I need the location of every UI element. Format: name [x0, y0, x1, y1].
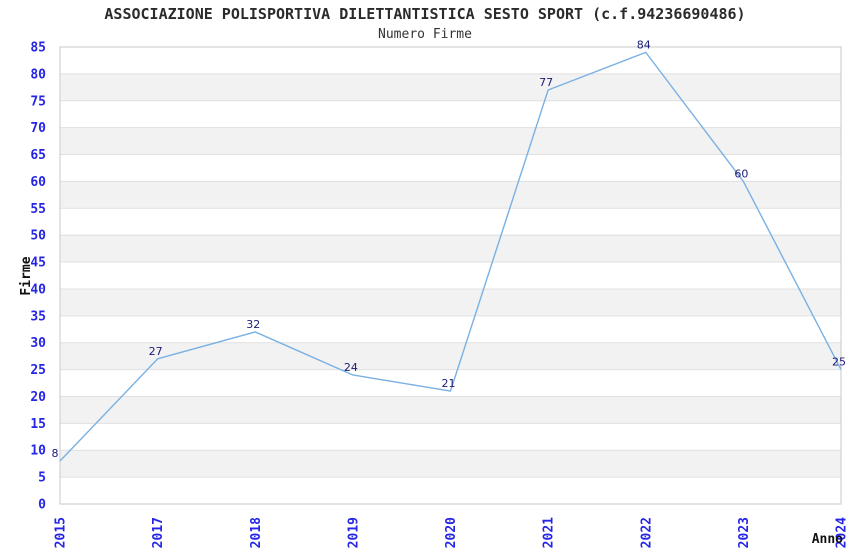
y-tick-label: 15 — [30, 417, 46, 432]
y-tick-label: 35 — [30, 309, 46, 324]
y-tick-label: 10 — [30, 444, 46, 459]
y-tick-label: 40 — [30, 282, 46, 297]
data-label: 77 — [539, 76, 553, 89]
data-label: 24 — [344, 361, 358, 374]
band-shaded — [60, 181, 841, 209]
data-label: 84 — [637, 38, 651, 51]
band-shaded — [60, 450, 841, 478]
y-tick-label: 5 — [38, 471, 46, 486]
x-tick-label: 2020 — [444, 517, 459, 548]
data-label: 21 — [442, 377, 456, 390]
y-tick-label: 25 — [30, 363, 46, 378]
y-tick-label: 70 — [30, 121, 46, 136]
data-label: 8 — [52, 447, 59, 460]
x-tick-label: 2021 — [542, 517, 557, 548]
y-tick-label: 20 — [30, 390, 46, 405]
chart-subtitle: Numero Firme — [378, 27, 472, 42]
y-axis-title: Firme — [19, 256, 34, 295]
x-tick-label: 2017 — [151, 517, 166, 548]
x-tick-label: 2018 — [249, 517, 264, 548]
band-shaded — [60, 396, 841, 424]
y-tick-label: 80 — [30, 67, 46, 82]
plot-area — [60, 47, 841, 504]
y-tick-label: 60 — [30, 175, 46, 190]
band-shaded — [60, 235, 841, 263]
x-tick-label: 2015 — [54, 517, 69, 548]
y-tick-label: 30 — [30, 336, 46, 351]
y-tick-label: 0 — [38, 498, 46, 513]
x-axis-title: Anno — [812, 532, 843, 547]
band-shaded — [60, 73, 841, 101]
data-label: 27 — [149, 345, 163, 358]
y-tick-label: 75 — [30, 94, 46, 109]
y-tick-label: 50 — [30, 229, 46, 244]
x-tick-label: 2019 — [346, 517, 361, 548]
band-shaded — [60, 288, 841, 316]
band-shaded — [60, 127, 841, 155]
y-tick-label: 55 — [30, 202, 46, 217]
plot-border — [59, 46, 842, 505]
y-tick-label: 65 — [30, 148, 46, 163]
x-tick-label: 2022 — [639, 517, 654, 548]
band-shaded — [60, 342, 841, 370]
data-label: 25 — [832, 356, 846, 369]
y-tick-label: 45 — [30, 256, 46, 271]
y-tick-label: 85 — [30, 41, 46, 56]
x-tick-label: 2024 — [835, 517, 850, 548]
series-line — [59, 51, 842, 462]
data-label: 60 — [734, 167, 748, 180]
chart-title: ASSOCIAZIONE POLISPORTIVA DILETTANTISTIC… — [104, 5, 746, 23]
x-tick-label: 2023 — [737, 517, 752, 548]
data-label: 32 — [246, 318, 260, 331]
